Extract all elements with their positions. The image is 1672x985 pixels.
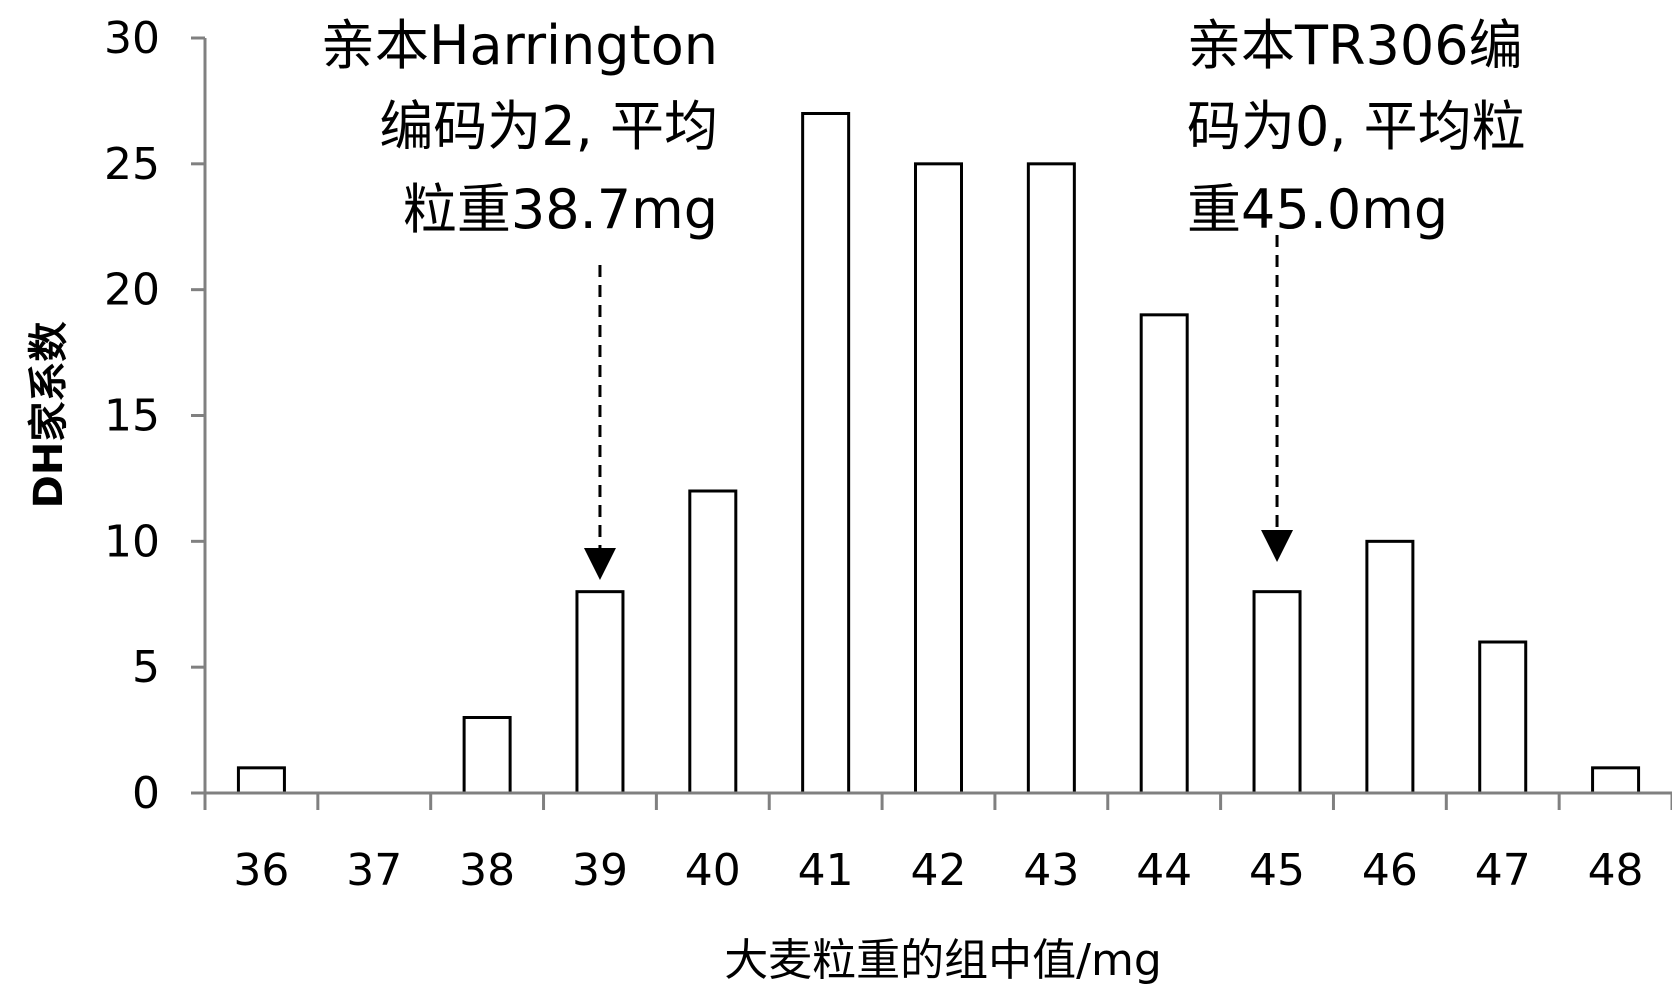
annotation-2-arrow-head bbox=[1261, 530, 1294, 562]
bar-47 bbox=[1478, 640, 1528, 795]
x-tick-label-42: 42 bbox=[911, 845, 967, 896]
x-tick-label-41: 41 bbox=[798, 845, 854, 896]
x-tick-label-36: 36 bbox=[233, 845, 289, 896]
annotation-1-line-1: 亲本Harrington bbox=[321, 14, 718, 77]
y-axis-title: DH家系数 bbox=[26, 322, 72, 509]
bar-43 bbox=[1026, 162, 1076, 795]
x-tick-label-40: 40 bbox=[685, 845, 741, 896]
bar-42 bbox=[914, 162, 963, 795]
bar-44 bbox=[1139, 313, 1189, 795]
annotation-2-line-1: 亲本TR306编 bbox=[1187, 14, 1523, 77]
annotation-1-arrow-head bbox=[583, 548, 616, 580]
x-tick-label-38: 38 bbox=[459, 845, 515, 896]
x-tick-label-43: 43 bbox=[1023, 845, 1079, 896]
x-tick-label-44: 44 bbox=[1136, 845, 1192, 896]
x-tick-label-37: 37 bbox=[346, 845, 402, 896]
bar-40 bbox=[688, 489, 738, 795]
y-tick-label-25: 25 bbox=[104, 139, 160, 190]
annotation-2-line-2: 码为0, 平均粒 bbox=[1187, 95, 1526, 158]
bar-39 bbox=[575, 590, 625, 795]
y-tick-label-30: 30 bbox=[104, 13, 160, 64]
x-tick-label-39: 39 bbox=[572, 845, 628, 896]
annotation-1-line-3: 粒重38.7mg bbox=[403, 178, 718, 241]
y-tick-label-10: 10 bbox=[104, 516, 160, 567]
annotation-1-line-2: 编码为2, 平均 bbox=[379, 95, 718, 158]
bar-41 bbox=[801, 112, 851, 795]
annotation-2-line-3: 重45.0mg bbox=[1187, 178, 1448, 241]
bar-45 bbox=[1252, 590, 1302, 795]
y-tick-label-15: 15 bbox=[104, 391, 160, 442]
x-tick-label-48: 48 bbox=[1588, 845, 1644, 896]
bars-group bbox=[236, 112, 1641, 795]
bar-38 bbox=[462, 716, 512, 795]
y-tick-label-20: 20 bbox=[104, 265, 160, 316]
bar-36 bbox=[236, 766, 286, 795]
x-axis-title: 大麦粒重的组中值/mg bbox=[724, 935, 1162, 985]
x-tick-label-47: 47 bbox=[1475, 845, 1531, 896]
bar-46 bbox=[1365, 539, 1415, 795]
y-tick-label-0: 0 bbox=[132, 768, 160, 819]
x-tick-label-46: 46 bbox=[1362, 845, 1418, 896]
bar-48 bbox=[1591, 766, 1641, 795]
x-tick-label-45: 45 bbox=[1249, 845, 1305, 896]
axes-group: 0 5 10 15 20 25 30 36 37 38 39 40 41 42 43 44 45 46 47 48 bbox=[104, 13, 1672, 896]
y-tick-label-5: 5 bbox=[132, 642, 160, 693]
